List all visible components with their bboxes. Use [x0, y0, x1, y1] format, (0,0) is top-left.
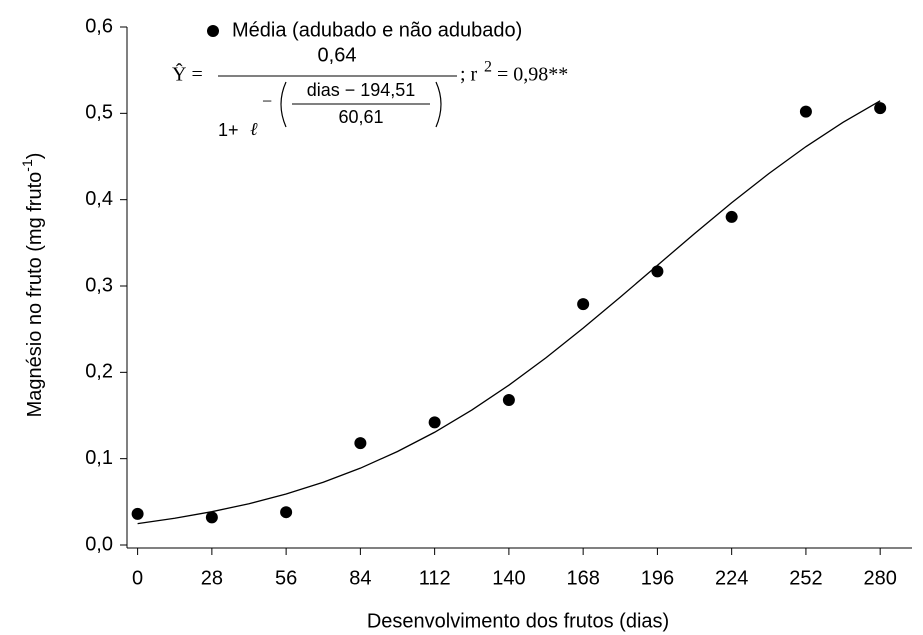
x-tick-label: 28 [201, 567, 223, 589]
equation-numerator: 0,64 [318, 44, 357, 66]
data-point [874, 102, 887, 115]
x-tick-label: 112 [419, 567, 451, 589]
y-tick-label: 0,5 [85, 102, 113, 124]
data-point [428, 416, 441, 429]
x-tick-label: 252 [789, 567, 822, 589]
y-tick-label: 0,1 [85, 447, 113, 469]
y-tick-label: 0,2 [85, 361, 113, 383]
y-title-text: Magnésio no fruto (mg fruto [24, 172, 46, 418]
equation-r-exp: 2 [484, 59, 492, 76]
equation: Ŷ = 0,64 1+ ℓ − dias − 194,51 60,61 ; r … [172, 44, 568, 139]
paren-left [280, 81, 287, 128]
data-point [651, 265, 664, 278]
data-point [205, 511, 218, 524]
y-title-sup: -1 [19, 159, 35, 172]
fit-curve [137, 100, 881, 525]
legend-label: Média (adubado e não adubado) [232, 19, 522, 41]
equation-r-value: = 0,98** [497, 64, 568, 86]
data-point [799, 105, 812, 118]
data-point [131, 507, 144, 520]
equation-one-plus: 1+ [218, 120, 239, 140]
data-point [280, 506, 293, 519]
equation-minus: − [262, 91, 272, 111]
y-tick-label: 0,0 [85, 533, 113, 555]
x-tick-label: 196 [641, 567, 674, 589]
data-point [577, 298, 590, 311]
x-tick-label: 0 [132, 567, 143, 589]
paren-right [435, 81, 442, 128]
x-tick-label: 84 [349, 567, 371, 589]
equation-lhs: Ŷ = [172, 63, 203, 86]
x-tick-label: 168 [566, 567, 599, 589]
equation-r-label: ; r [460, 64, 478, 86]
data-point [502, 393, 515, 406]
data-point [725, 210, 738, 223]
data-point [354, 437, 367, 450]
equation-inner-numerator: dias − 194,51 [307, 80, 416, 100]
y-tick-label: 0,6 [85, 15, 113, 37]
y-title-end: ) [24, 153, 46, 160]
equation-inner-denominator: 60,61 [338, 107, 383, 127]
legend-marker [207, 25, 219, 37]
y-tick-label: 0,4 [85, 188, 113, 210]
x-tick-label: 140 [492, 567, 525, 589]
x-axis-title: Desenvolvimento dos frutos (dias) [367, 610, 669, 632]
y-axis-title: Magnésio no fruto (mg fruto-1) [19, 153, 47, 418]
x-tick-label: 280 [863, 567, 896, 589]
y-tick-label: 0,3 [85, 274, 113, 296]
equation-base: ℓ [250, 119, 258, 139]
x-tick-label: 56 [275, 567, 297, 589]
x-tick-label: 224 [715, 567, 748, 589]
